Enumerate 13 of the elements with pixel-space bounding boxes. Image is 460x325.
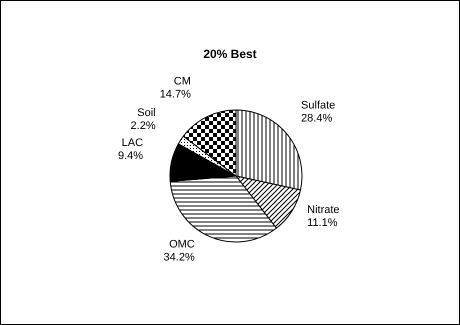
data-label: 9.4% — [118, 150, 144, 162]
data-label: 11.1% — [307, 216, 338, 229]
slice-label: Nitrate — [307, 204, 340, 216]
data-label: 28.4% — [301, 112, 332, 125]
data-label: 14.7% — [160, 88, 192, 100]
slice-label: OMC — [169, 238, 195, 250]
slice-label: Soil — [137, 106, 156, 119]
data-label: 2.2% — [130, 120, 156, 132]
slice-label: LAC — [122, 136, 144, 149]
slice-label: Sulfate — [301, 100, 336, 112]
chart-title: 20% Best — [202, 47, 258, 61]
data-label: 34.2% — [164, 251, 195, 264]
slice-label: CM — [174, 75, 191, 88]
